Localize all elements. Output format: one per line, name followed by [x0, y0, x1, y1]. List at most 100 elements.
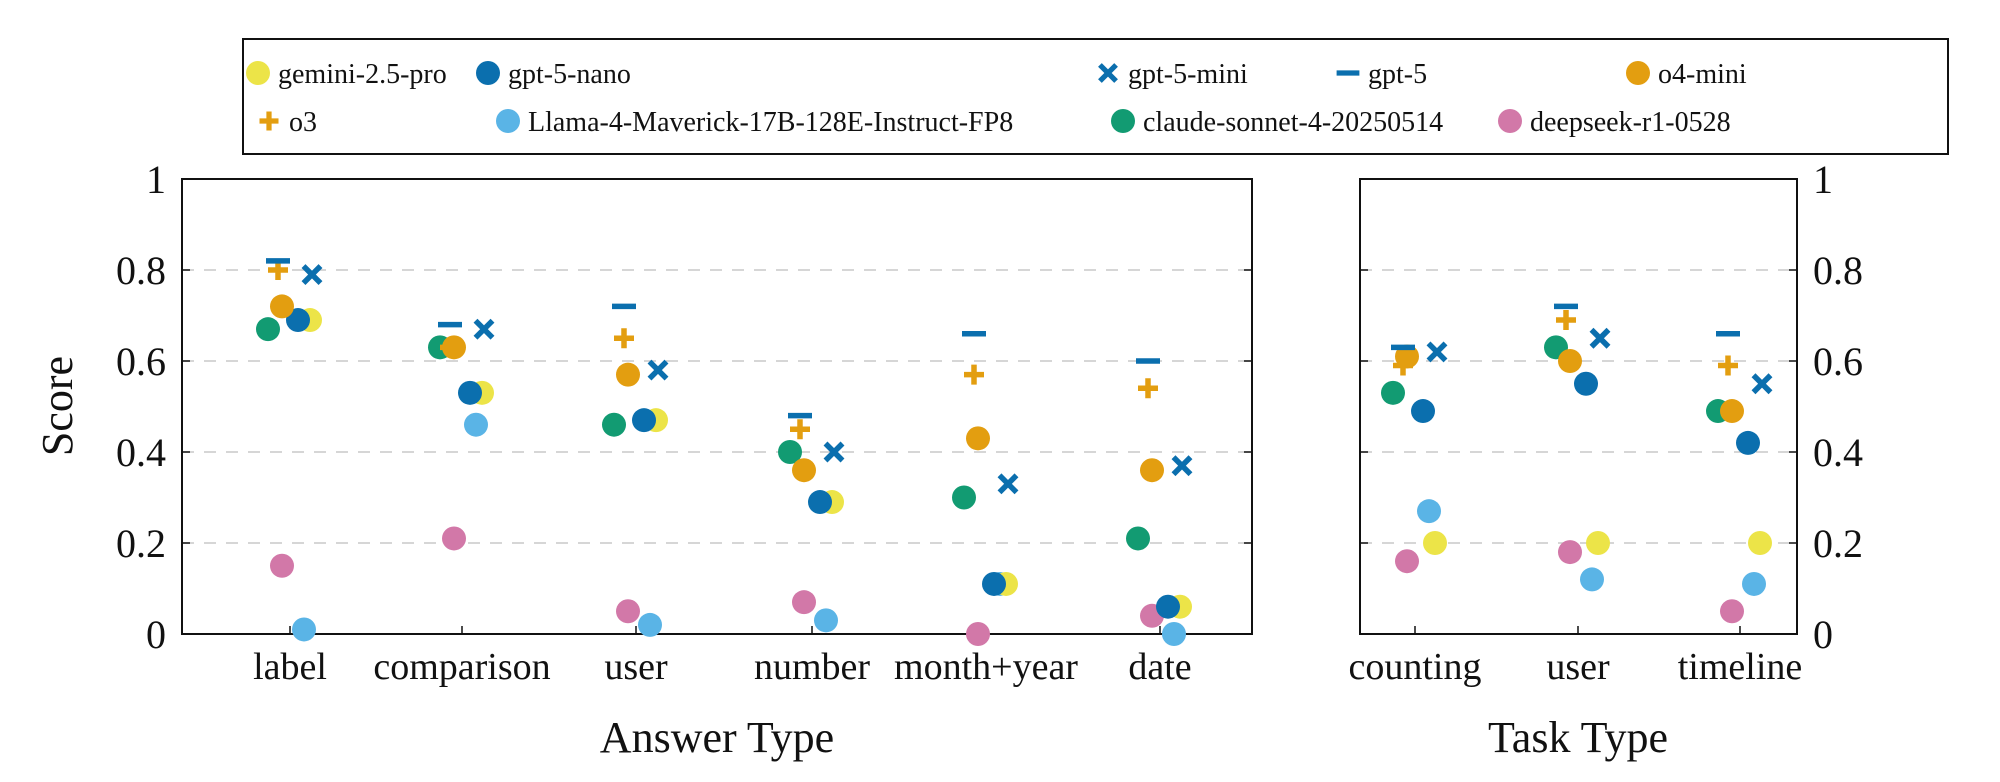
point-gemini-2-5-pro-counting — [1423, 531, 1447, 555]
legend-item-gpt-5-nano: gpt-5-nano — [476, 59, 631, 90]
ytick-label: 0.8 — [1813, 248, 1863, 293]
legend-marker-deepseek-r1-0528 — [1498, 109, 1522, 133]
point-o3-timeline — [1718, 355, 1738, 376]
point-deepseek-r1-0528-user — [616, 599, 640, 624]
legend-label-o3: o3 — [289, 107, 317, 138]
point-o4-mini-date — [1140, 458, 1164, 483]
point-gpt-5-nano-counting — [1411, 399, 1435, 424]
legend-marker-o3 — [259, 111, 279, 131]
legend-frame — [242, 38, 1949, 155]
point-gemini-2-5-pro-timeline — [1748, 531, 1772, 555]
xlabel-answer-type: Answer Type — [600, 713, 834, 762]
legend-label-claude-sonnet-4-20250514: claude-sonnet-4-20250514 — [1143, 107, 1443, 138]
point-gpt-5-nano-user — [632, 408, 656, 433]
ytick-label: 1 — [146, 157, 166, 202]
point-o4-mini-month-year — [966, 426, 990, 451]
point-o3-number — [790, 419, 810, 440]
legend: gemini-2.5-pro gpt-5-nano gpt-5-mini gpt-5 o… — [242, 38, 1949, 155]
ytick-label: 0.4 — [1813, 430, 1863, 475]
ytick-label: 0 — [1813, 612, 1833, 657]
ytick-label: 0.2 — [116, 521, 166, 566]
xlabel-task-type: Task Type — [1488, 713, 1668, 762]
legend-label-o4-mini: o4-mini — [1658, 59, 1747, 90]
ytick-label: 0.2 — [1813, 521, 1863, 566]
point-o4-mini-label — [270, 294, 294, 319]
legend-item-deepseek-r1-0528: deepseek-r1-0528 — [1498, 107, 1731, 138]
point-llama-4-maverick-17b-128e-instruct-fp8-label — [292, 617, 316, 642]
legend-label-gpt-5: gpt-5 — [1368, 59, 1427, 90]
ytick-label: 0.8 — [116, 248, 166, 293]
legend-label-gpt-5-nano: gpt-5-nano — [508, 59, 631, 90]
point-deepseek-r1-0528-comparison — [442, 526, 466, 551]
point-llama-4-maverick-17b-128e-instruct-fp8-number — [814, 608, 838, 633]
point-claude-sonnet-4-20250514-user — [602, 412, 626, 437]
point-deepseek-r1-0528-month-year — [966, 622, 990, 646]
point-gpt-5-mini-user — [1589, 327, 1611, 349]
point-claude-sonnet-4-20250514-date — [1126, 526, 1150, 551]
panel-answer-type: 0 0.2 0.4 0.6 0.8 1 label comparison user number… — [116, 157, 1253, 762]
point-claude-sonnet-4-20250514-month-year — [952, 485, 976, 510]
point-o3-comparison — [440, 337, 460, 358]
xtick-label-user: user — [1546, 646, 1610, 688]
ytick-label: 0.6 — [1813, 339, 1863, 384]
legend-marker-gpt-5-nano — [476, 61, 500, 85]
ytick-label: 1 — [1813, 157, 1833, 202]
point-gpt-5-nano-month-year — [982, 571, 1006, 596]
xtick-label-date: date — [1128, 646, 1191, 688]
point-deepseek-r1-0528-user — [1558, 540, 1582, 565]
point-gpt-5-nano-label — [286, 308, 310, 333]
point-gpt-5-nano-date — [1156, 594, 1180, 619]
legend-item-gpt-5: gpt-5 — [1336, 59, 1427, 90]
point-deepseek-r1-0528-label — [270, 553, 294, 578]
legend-item-claude-sonnet-4-20250514: claude-sonnet-4-20250514 — [1111, 107, 1443, 138]
panel-task-type: 0 0.2 0.4 0.6 0.8 1 counting user timeline Task… — [1349, 157, 1863, 762]
ytick-label: 0 — [146, 612, 166, 657]
xtick-label-number: number — [754, 646, 870, 688]
legend-label-deepseek-r1-0528: deepseek-r1-0528 — [1530, 107, 1731, 138]
legend-marker-llama-4-maverick-17b-128e-instruct-fp8 — [496, 109, 520, 133]
xtick-label-timeline: timeline — [1678, 646, 1803, 688]
xtick-label-user: user — [604, 646, 668, 688]
legend-item-o3: o3 — [259, 107, 317, 138]
point-gpt-5-mini-date — [1171, 455, 1193, 477]
point-claude-sonnet-4-20250514-label — [256, 317, 280, 342]
point-deepseek-r1-0528-timeline — [1720, 599, 1744, 624]
point-gpt-5-mini-counting — [1426, 341, 1448, 363]
xtick-label-month-year: month+year — [894, 646, 1078, 688]
ylabel: Score — [33, 356, 82, 456]
point-llama-4-maverick-17b-128e-instruct-fp8-user — [1580, 567, 1604, 592]
plot-frame-answer-type — [181, 178, 1253, 635]
point-llama-4-maverick-17b-128e-instruct-fp8-counting — [1417, 499, 1441, 524]
ytick-label: 0.4 — [116, 430, 166, 475]
point-gpt-5-nano-user — [1574, 371, 1598, 396]
point-o3-date — [1138, 378, 1158, 399]
point-gpt-5-nano-comparison — [458, 380, 482, 405]
legend-label-gpt-5-mini: gpt-5-mini — [1128, 59, 1248, 90]
point-gemini-2-5-pro-user — [1586, 531, 1610, 555]
xtick-label-counting: counting — [1349, 646, 1482, 688]
ytick-label: 0.6 — [116, 339, 166, 384]
point-o3-user — [1556, 310, 1576, 331]
point-gpt-5-nano-number — [808, 490, 832, 515]
point-o4-mini-user — [1558, 349, 1582, 373]
point-o4-mini-timeline — [1720, 399, 1744, 424]
xtick-label-label: label — [253, 646, 327, 688]
point-llama-4-maverick-17b-128e-instruct-fp8-timeline — [1742, 571, 1766, 596]
point-o3-month-year — [964, 364, 984, 385]
point-o4-mini-number — [792, 458, 816, 483]
legend-marker-o4-mini — [1626, 61, 1650, 85]
point-gpt-5-mini-label — [301, 264, 323, 285]
point-claude-sonnet-4-20250514-number — [778, 440, 802, 464]
legend-label-llama-4-maverick-17b-128e-instruct-fp8: Llama-4-Maverick-17B-128E-Instruct-FP8 — [528, 107, 1013, 138]
point-deepseek-r1-0528-counting — [1395, 549, 1419, 574]
legend-item-llama-4-maverick-17b-128e-instruct-fp8: Llama-4-Maverick-17B-128E-Instruct-FP8 — [496, 107, 1013, 138]
point-deepseek-r1-0528-number — [792, 590, 816, 615]
legend-item-gemini-2-5-pro: gemini-2.5-pro — [246, 59, 447, 90]
point-llama-4-maverick-17b-128e-instruct-fp8-user — [638, 612, 662, 637]
point-gpt-5-mini-timeline — [1751, 373, 1773, 395]
point-gpt-5-mini-month-year — [997, 473, 1019, 495]
point-o3-user — [614, 328, 634, 349]
legend-item-gpt-5-mini: gpt-5-mini — [1098, 59, 1248, 90]
point-o3-counting — [1393, 355, 1413, 376]
